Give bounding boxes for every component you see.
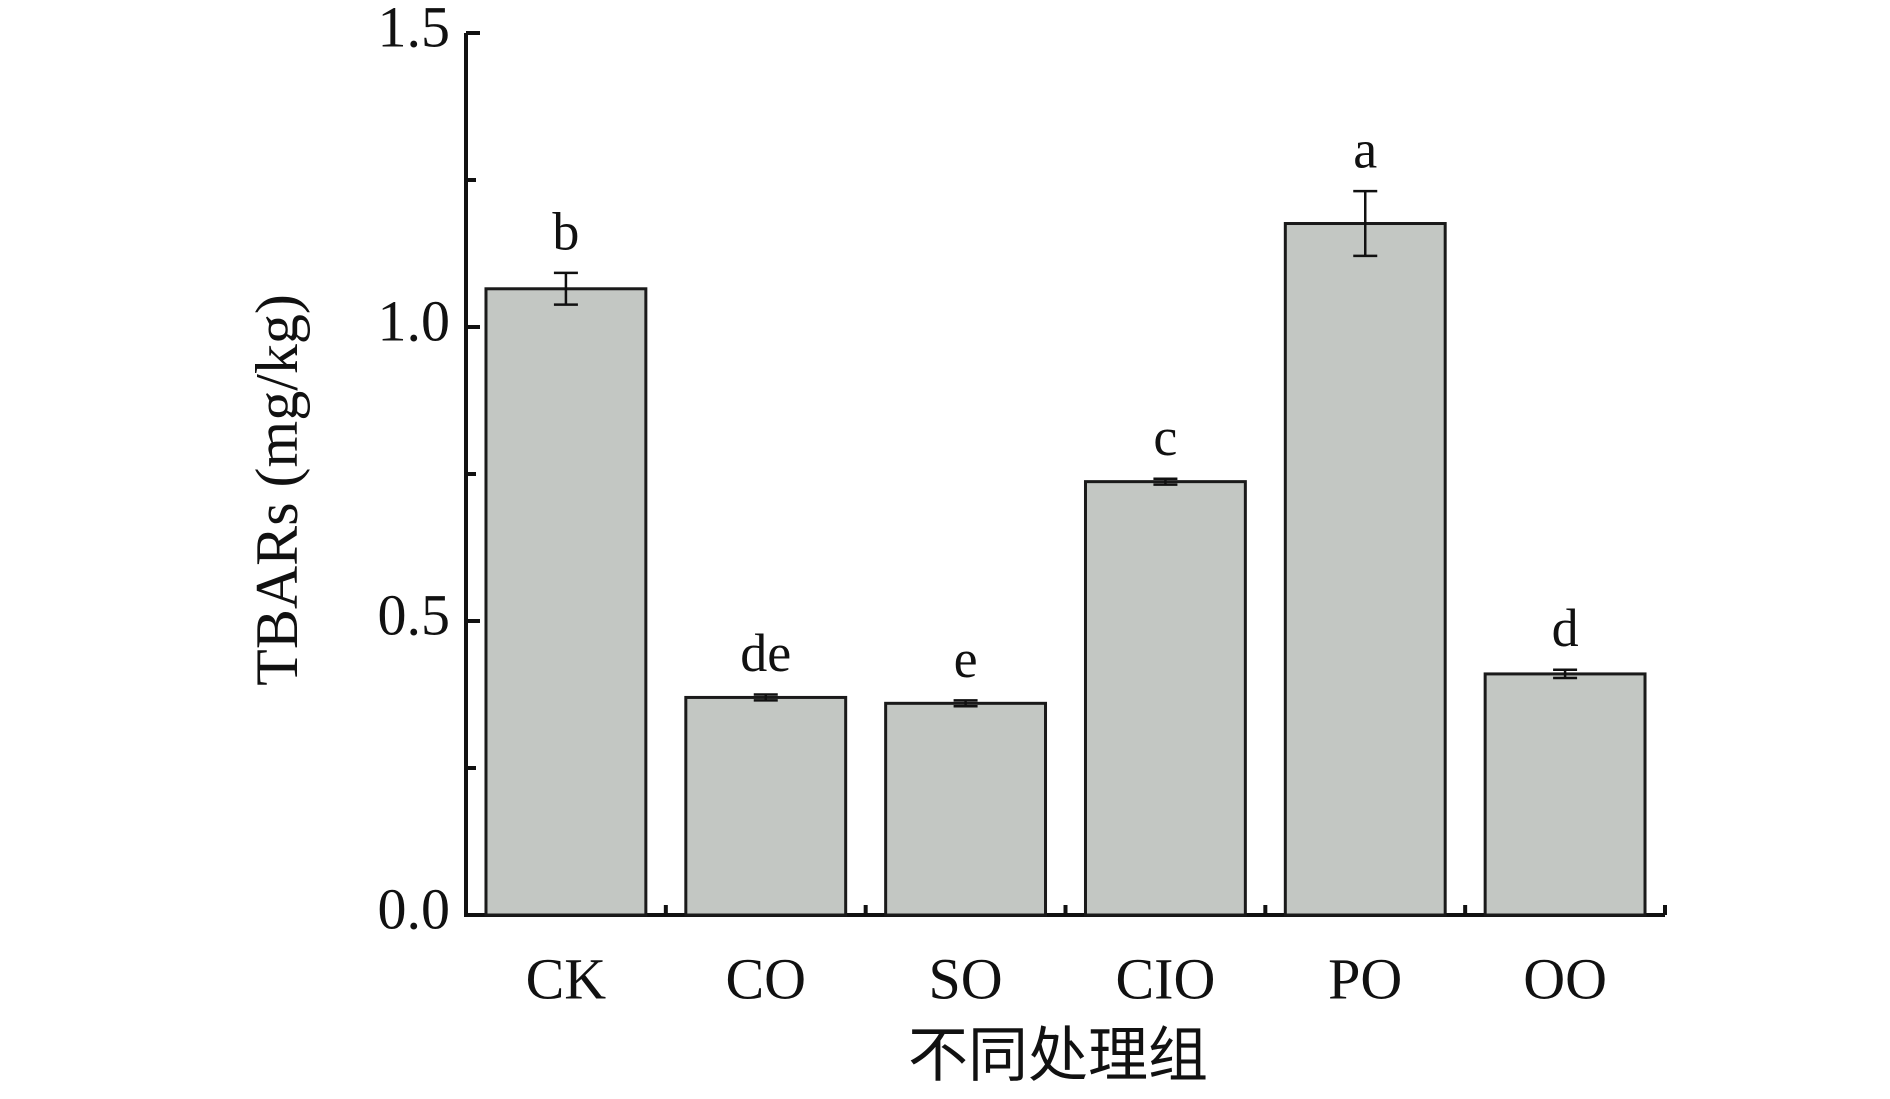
x-tick-label: OO (1523, 946, 1607, 1011)
bar (684, 695, 848, 917)
bar (884, 701, 1048, 917)
bar (1083, 480, 1247, 917)
x-tick-label: CK (526, 946, 607, 1011)
value-label: b (552, 201, 579, 261)
value-label: c (1153, 407, 1177, 467)
x-tick-label: PO (1328, 946, 1402, 1011)
value-label: d (1552, 598, 1579, 658)
bar (1483, 672, 1647, 917)
value-label: de (740, 623, 791, 683)
y-tick-label: 1.5 (378, 0, 451, 59)
y-tick-label: 0.5 (378, 582, 451, 647)
y-tick-label: 1.0 (378, 288, 451, 353)
x-tick-label: CO (725, 946, 806, 1011)
y-axis-title: TBARs (mg/kg) (244, 294, 310, 686)
value-label: a (1353, 120, 1377, 180)
x-tick-label: CIO (1115, 946, 1215, 1011)
bar (1283, 222, 1447, 917)
x-tick-label: SO (929, 946, 1003, 1011)
x-axis-title: 不同处理组 (908, 1023, 1208, 1089)
y-tick-label: 0.0 (378, 876, 451, 941)
bar (484, 287, 648, 917)
value-label: e (954, 629, 978, 689)
